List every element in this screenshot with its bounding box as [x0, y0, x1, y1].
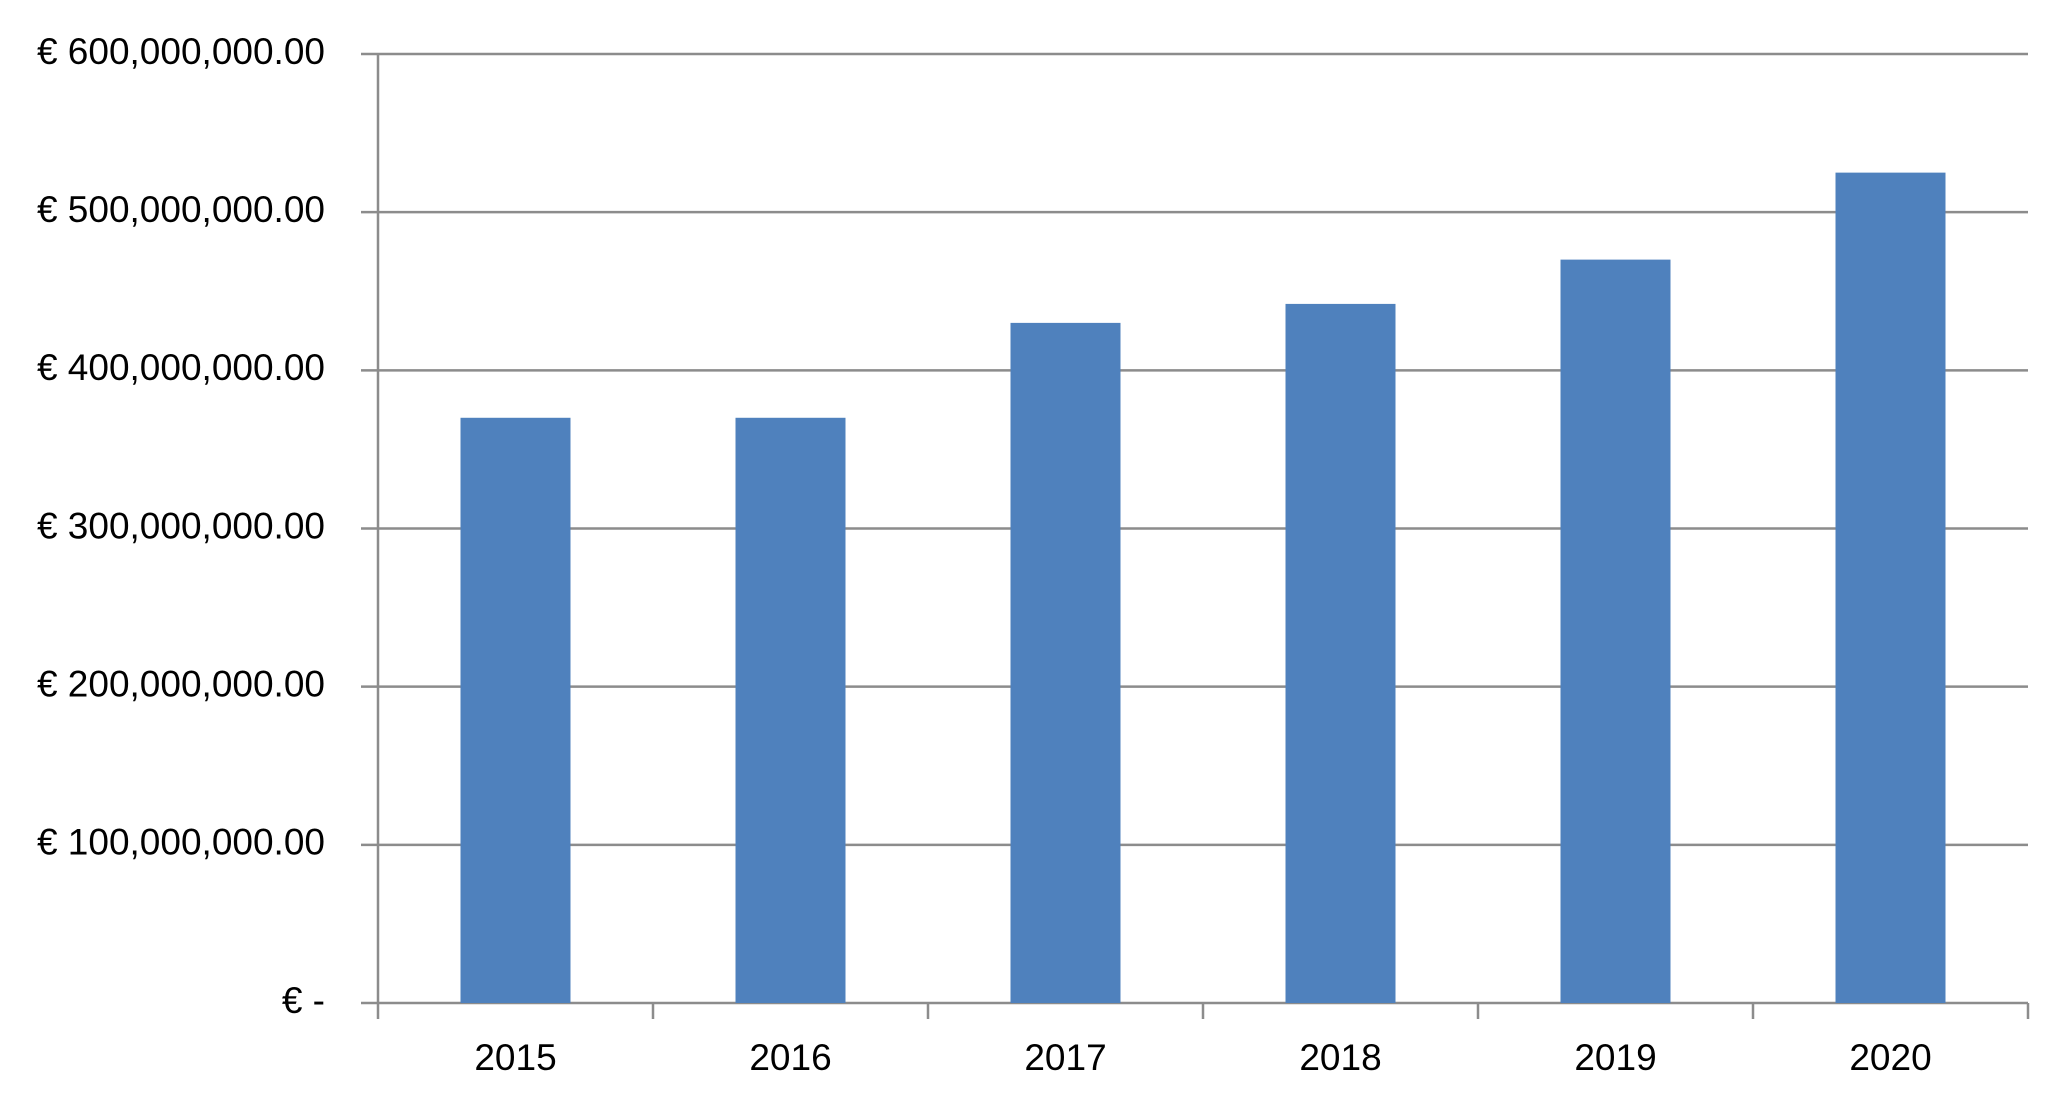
- x-tick-label: 2020: [1849, 1037, 1931, 1078]
- bar: [1010, 322, 1121, 1004]
- bar: [460, 417, 571, 1003]
- bar: [1285, 303, 1396, 1003]
- y-tick-label: € 500,000,000.00: [37, 189, 325, 230]
- y-tick-label: € -: [282, 980, 325, 1021]
- x-tick-label: 2015: [474, 1037, 556, 1078]
- y-tick-label: € 400,000,000.00: [37, 347, 325, 388]
- bar: [1560, 259, 1671, 1003]
- y-tick-label: € 600,000,000.00: [37, 31, 325, 72]
- x-tick-label: 2016: [749, 1037, 831, 1078]
- x-tick-label: 2019: [1574, 1037, 1656, 1078]
- y-tick-label: € 300,000,000.00: [37, 505, 325, 546]
- bar: [735, 417, 846, 1003]
- y-tick-label: € 100,000,000.00: [37, 822, 325, 863]
- bar: [1835, 172, 1946, 1003]
- x-tick-label: 2017: [1024, 1037, 1106, 1078]
- x-tick-label: 2018: [1299, 1037, 1381, 1078]
- y-tick-label: € 200,000,000.00: [37, 663, 325, 704]
